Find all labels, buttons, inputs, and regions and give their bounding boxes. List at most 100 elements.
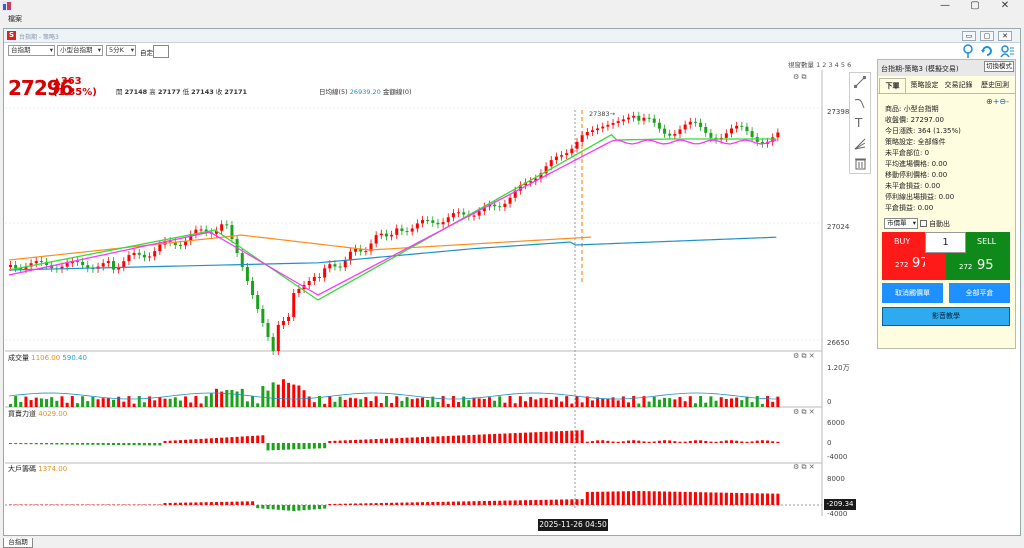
refresh-icon[interactable] (980, 44, 994, 60)
volume-bar (215, 388, 218, 407)
volume-bar (735, 397, 739, 407)
chart-settings-icon[interactable]: ⚙ ⧉ (793, 73, 807, 81)
candle-body (184, 241, 188, 246)
volume-panel-controls[interactable]: ⚙ ⧉ ✕ (793, 352, 815, 360)
menu-file[interactable]: 檔案 (8, 15, 22, 23)
volume-bar (122, 401, 126, 407)
user-settings-icon[interactable] (1000, 44, 1014, 60)
force-bar (276, 443, 280, 450)
title-bar (0, 0, 1024, 13)
auto-exit-checkbox[interactable] (920, 220, 927, 227)
force-bar (65, 443, 69, 445)
big-player-bar (338, 503, 342, 505)
tab-trade-records[interactable]: 交易記錄 (944, 81, 973, 89)
volume-bar (142, 402, 146, 407)
candle-body (472, 215, 476, 217)
signal-icon[interactable] (962, 44, 974, 60)
force-bar (50, 443, 54, 445)
candle-body (560, 155, 564, 157)
tab-order[interactable]: 下單 (879, 78, 906, 93)
volume-tick: 0 (827, 398, 832, 406)
interval-select[interactable]: 5分K ▾ (106, 45, 136, 56)
big-player-bar (55, 504, 59, 505)
ma-orange-line (8, 234, 591, 261)
volume-bar (39, 398, 43, 407)
info-product: 商品: 小型台指期 (885, 105, 939, 113)
crosshair-time-badge: 2025-11-26 04:50 (538, 519, 608, 531)
force-bar (400, 437, 404, 443)
force-bar (132, 443, 136, 446)
big-player-bar (9, 504, 12, 505)
big-player-bar (508, 500, 512, 505)
big-player-bar (750, 493, 754, 505)
force-bar (647, 441, 651, 443)
sell-price-area[interactable]: 272 95 (946, 253, 1010, 280)
volume-bar (745, 396, 749, 407)
big-player-bar (45, 504, 49, 505)
force-bar (96, 443, 100, 445)
inner-minimize-button[interactable]: ▭ (962, 31, 976, 41)
cancel-trigger-button[interactable]: 取消觸價單 (882, 283, 943, 303)
fan-tool-icon[interactable] (854, 138, 866, 152)
volume-bar (657, 399, 661, 407)
order-type-select[interactable]: 市價單 ▾ (884, 218, 918, 229)
candle-body (230, 225, 234, 239)
force-bar (148, 443, 152, 446)
candle-body (173, 242, 177, 245)
curve-tool-icon[interactable] (854, 97, 866, 111)
volume-bar (178, 400, 182, 407)
volume-bar (487, 397, 491, 407)
switch-mode-button[interactable]: 切換模式 (984, 61, 1014, 72)
force-bar (359, 439, 363, 443)
maximize-button[interactable]: ▢ (970, 0, 980, 11)
tutorial-button[interactable]: 影音教學 (882, 307, 1010, 326)
big-tick: 8000 (827, 475, 845, 483)
force-panel-controls[interactable]: ⚙ ⧉ ✕ (793, 408, 815, 416)
close-button[interactable]: ✕ (1000, 0, 1010, 11)
info-close: 收盤價: 27297.00 (885, 116, 944, 124)
tab-strategy-settings[interactable]: 策略設定 (910, 81, 939, 89)
buy-button[interactable]: BUY 272 97 (882, 232, 929, 280)
text-tool-icon[interactable]: T (855, 116, 863, 130)
candle-body (359, 248, 363, 252)
trash-icon[interactable] (855, 157, 866, 172)
candle-body (410, 228, 414, 232)
close-all-button[interactable]: 全部平倉 (949, 283, 1010, 303)
big-panel-controls[interactable]: ⚙ ⧉ ✕ (793, 463, 815, 471)
big-player-bar (60, 504, 64, 505)
inner-maximize-button[interactable]: ▢ (980, 31, 994, 41)
contract-select[interactable]: 小型台指期 ▾ (57, 45, 103, 56)
volume-bar (194, 396, 198, 407)
custom-input[interactable] (153, 45, 169, 58)
candle-body (405, 231, 409, 233)
product-select[interactable]: 台指期 ▾ (8, 45, 55, 56)
force-bar (354, 439, 358, 443)
candle-body (647, 117, 651, 119)
tab-backtest[interactable]: 歷史回測 (981, 81, 1009, 89)
quantity-input[interactable]: 1 (925, 232, 966, 253)
force-bar (642, 441, 646, 443)
sheet-tab[interactable]: 台指期 (3, 538, 33, 548)
line-tool-icon[interactable] (853, 75, 867, 90)
force-bar (596, 440, 600, 443)
zoom-icons[interactable]: ⊕+⊖- (986, 97, 1009, 106)
candle-body (585, 132, 589, 136)
big-player-bar (132, 504, 136, 505)
tab-divider (878, 93, 1015, 94)
avg-line-readout: 日均線(5) 26939.20 金額線(0) (319, 88, 412, 96)
volume-bar (415, 398, 419, 407)
big-player-bar (544, 499, 548, 505)
big-player-bar (39, 504, 43, 505)
order-panel-title: 台指期-策略3 (模擬交易) (881, 65, 959, 73)
window-count-selector[interactable]: 視窗數量 1 2 3 4 5 6 (788, 61, 852, 69)
force-bar (529, 432, 533, 443)
inner-close-button[interactable]: ✕ (998, 31, 1012, 41)
info-realized-pnl: 平倉損益: 0.00 (885, 204, 934, 212)
big-player-bar (19, 504, 23, 505)
force-label: 買賣力道 4029.00 (8, 410, 68, 418)
price-tick: 26650 (827, 339, 850, 347)
price-chart[interactable] (5, 70, 850, 516)
candle-body (281, 321, 285, 325)
force-bar (467, 435, 471, 443)
minimize-button[interactable]: — (940, 0, 950, 11)
